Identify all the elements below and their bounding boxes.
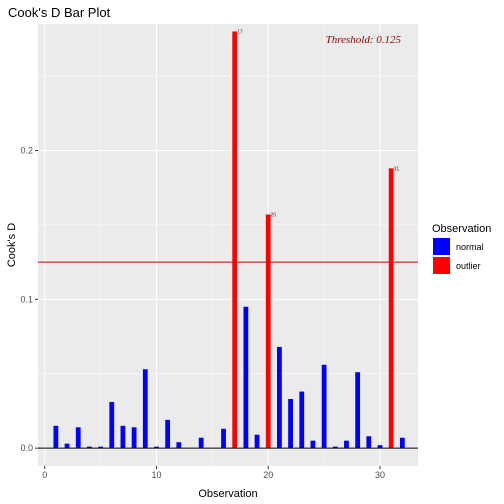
normal-bar [399, 437, 405, 449]
y-tick-label: 0.2 [20, 145, 33, 155]
plot-panel [38, 24, 418, 466]
outlier-bar-label: 17 [237, 29, 243, 35]
normal-bar [299, 391, 305, 449]
legend-label-outlier: outlier [456, 261, 481, 271]
normal-bar [277, 346, 282, 449]
y-tick-label: 0.0 [20, 443, 33, 453]
x-tick-label: 30 [375, 470, 385, 480]
normal-bar [165, 419, 171, 449]
y-axis-title: Cook's D [6, 223, 18, 267]
bar-labels: 17 20 31 [237, 29, 399, 218]
normal-bar [254, 434, 260, 449]
outlier-bar [232, 31, 238, 449]
normal-bar [142, 369, 148, 449]
normal-bar [75, 427, 81, 449]
threshold-annotation: Threshold: 0.125 [326, 34, 402, 46]
normal-bar [198, 437, 204, 449]
legend-swatch-outlier [433, 257, 450, 274]
normal-bar [87, 446, 92, 449]
normal-bar [243, 306, 249, 449]
normal-bar [332, 446, 338, 449]
normal-bar [366, 436, 372, 449]
y-tick-label: 0.1 [20, 294, 33, 304]
outlier-bar [388, 168, 394, 449]
normal-bar [64, 443, 70, 449]
outlier-bar [265, 214, 271, 449]
normal-bar [98, 446, 103, 449]
normal-bar [109, 402, 115, 449]
outlier-bar-label: 20 [271, 212, 277, 218]
normal-bar [355, 372, 361, 449]
normal-bar [288, 399, 293, 449]
y-axis: 0.0 0.1 0.2 [20, 145, 38, 453]
legend-swatch-normal [433, 238, 450, 255]
legend: Observation normal outlier [432, 223, 491, 274]
legend-title: Observation [432, 223, 491, 235]
legend-label-normal: normal [456, 242, 484, 252]
normal-bar [131, 427, 137, 449]
x-tick-label: 20 [263, 470, 273, 480]
normal-bar [176, 442, 182, 449]
bars [53, 31, 405, 449]
normal-bar [221, 428, 226, 449]
chart-title: Cook's D Bar Plot [8, 5, 111, 20]
outlier-bar-label: 31 [394, 166, 400, 172]
x-tick-label: 10 [151, 470, 161, 480]
normal-bar [154, 446, 159, 449]
normal-bar [321, 364, 327, 449]
normal-bar [377, 445, 383, 449]
normal-bar [344, 440, 349, 449]
normal-bar [120, 425, 126, 449]
x-axis: 0 10 20 30 [42, 466, 385, 480]
normal-bar [310, 440, 316, 449]
x-tick-label: 0 [42, 470, 47, 480]
x-axis-title: Observation [198, 488, 257, 500]
normal-bar [53, 425, 59, 449]
